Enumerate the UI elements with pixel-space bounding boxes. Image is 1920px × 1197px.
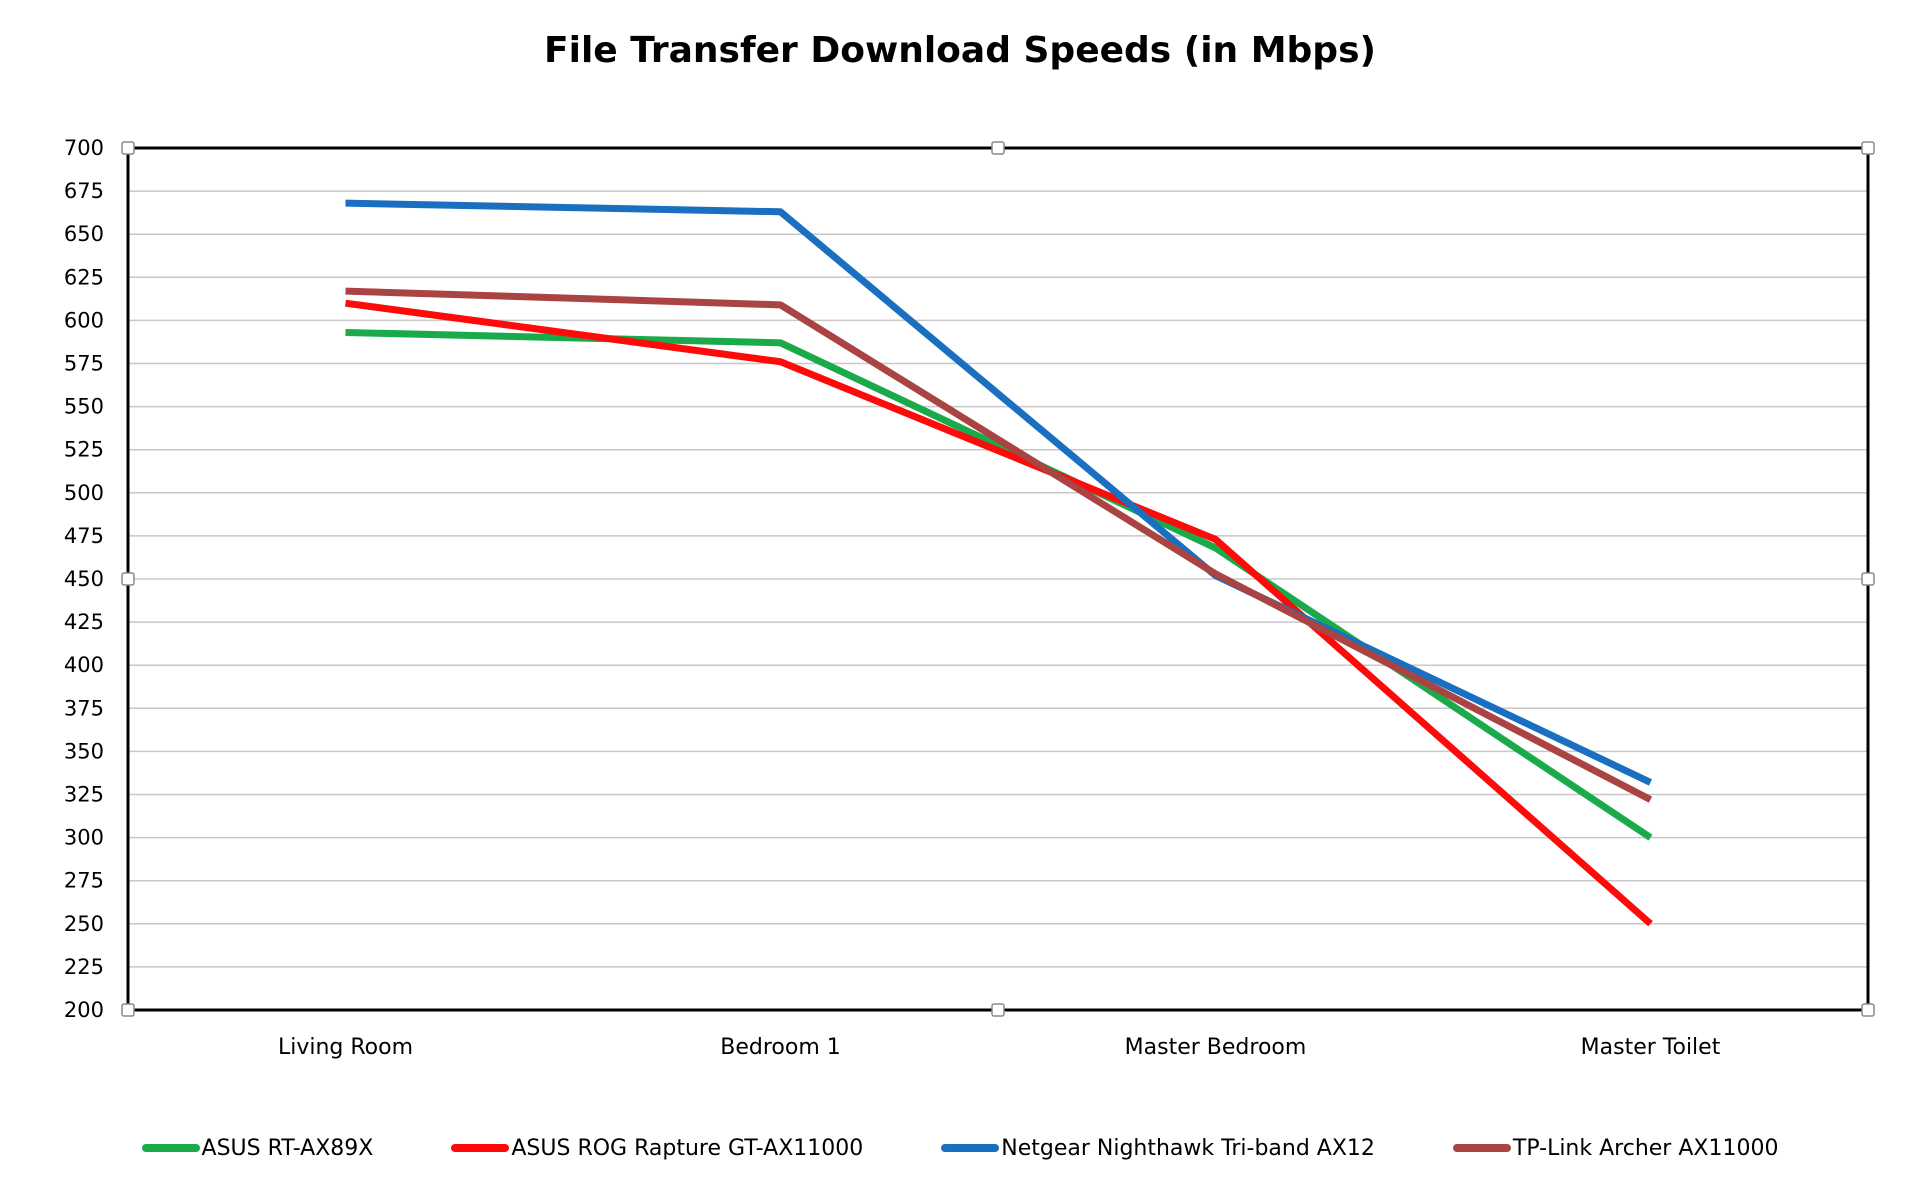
y-tick-label: 650 bbox=[64, 222, 104, 246]
y-tick-label: 300 bbox=[64, 826, 104, 850]
resize-handle[interactable] bbox=[991, 141, 1005, 155]
legend-item: TP-Link Archer AX11000 bbox=[1452, 1135, 1779, 1161]
y-tick-label: 575 bbox=[64, 352, 104, 376]
x-axis-ticks: Living Room Bedroom 1 Master Bedroom Master… bbox=[278, 1035, 1721, 1060]
y-tick-label: 450 bbox=[64, 567, 104, 591]
y-tick-label: 425 bbox=[64, 610, 104, 634]
resize-handle[interactable] bbox=[121, 572, 135, 586]
legend-label: Netgear Nighthawk Tri-band AX12 bbox=[1001, 1135, 1375, 1161]
resize-handle[interactable] bbox=[991, 1003, 1005, 1017]
x-tick-label: Master Bedroom bbox=[1125, 1035, 1307, 1060]
selection-handles[interactable] bbox=[121, 141, 1875, 1017]
y-tick-label: 525 bbox=[64, 438, 104, 462]
legend-label: ASUS ROG Rapture GT-AX11000 bbox=[511, 1135, 864, 1161]
x-tick-label: Master Toilet bbox=[1581, 1035, 1721, 1060]
legend: ASUS RT-AX89X ASUS ROG Rapture GT-AX11000… bbox=[0, 1128, 1920, 1168]
y-tick-label: 500 bbox=[64, 481, 104, 505]
legend-swatch bbox=[1452, 1144, 1511, 1152]
resize-handle[interactable] bbox=[1861, 141, 1875, 155]
y-tick-label: 325 bbox=[64, 783, 104, 807]
series-line bbox=[345, 287, 1653, 803]
series-lines bbox=[345, 199, 1653, 927]
legend-label: ASUS RT-AX89X bbox=[201, 1135, 374, 1161]
y-tick-label: 550 bbox=[64, 395, 104, 419]
y-tick-label: 350 bbox=[64, 739, 104, 763]
resize-handle[interactable] bbox=[121, 1003, 135, 1017]
y-tick-label: 250 bbox=[64, 912, 104, 936]
y-tick-label: 675 bbox=[64, 179, 104, 203]
legend-item: ASUS RT-AX89X bbox=[141, 1135, 374, 1161]
legend-swatch bbox=[941, 1144, 1000, 1152]
series-line bbox=[345, 299, 1653, 927]
y-tick-label: 625 bbox=[64, 265, 104, 289]
series-line bbox=[345, 199, 1653, 786]
y-axis-ticks: 200 225 250 275 300 325 350 375 400 425 450 475 500 5… bbox=[64, 136, 104, 1022]
legend-item: Netgear Nighthawk Tri-band AX12 bbox=[941, 1136, 1375, 1161]
legend-swatch bbox=[141, 1144, 200, 1152]
y-tick-label: 200 bbox=[64, 998, 104, 1022]
y-tick-label: 400 bbox=[64, 653, 104, 677]
legend-label: TP-Link Archer AX11000 bbox=[1512, 1135, 1779, 1161]
resize-handle[interactable] bbox=[1861, 1003, 1875, 1017]
x-tick-label: Bedroom 1 bbox=[720, 1035, 841, 1060]
legend-item: ASUS ROG Rapture GT-AX11000 bbox=[451, 1136, 863, 1161]
y-tick-label: 475 bbox=[64, 524, 104, 548]
y-tick-label: 225 bbox=[64, 955, 104, 979]
y-tick-label: 275 bbox=[64, 869, 104, 893]
y-tick-label: 375 bbox=[64, 696, 104, 720]
legend-swatch bbox=[451, 1144, 510, 1152]
series-line bbox=[345, 328, 1653, 841]
resize-handle[interactable] bbox=[1861, 572, 1875, 586]
chart-title: File Transfer Download Speeds (in Mbps) bbox=[544, 30, 1376, 71]
resize-handle[interactable] bbox=[121, 141, 135, 155]
gridlines bbox=[128, 147, 1868, 1011]
y-tick-label: 700 bbox=[64, 136, 104, 160]
x-tick-label: Living Room bbox=[278, 1035, 413, 1060]
y-tick-label: 600 bbox=[64, 308, 104, 332]
